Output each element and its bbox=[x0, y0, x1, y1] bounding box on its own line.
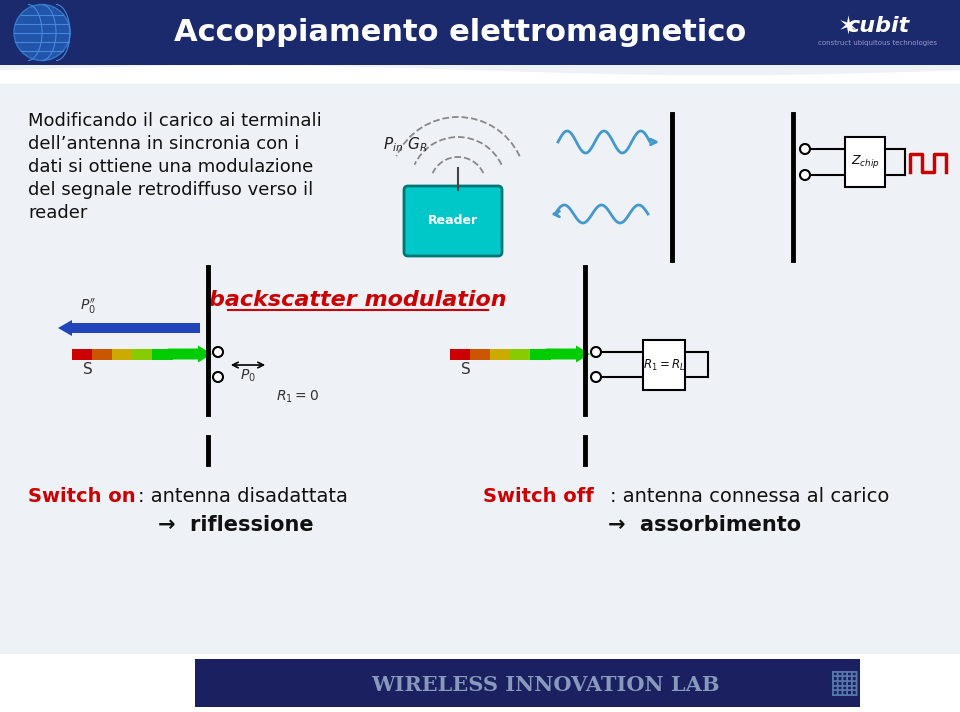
Text: : antenna connessa al carico: : antenna connessa al carico bbox=[610, 488, 889, 506]
FancyArrow shape bbox=[112, 348, 133, 360]
Circle shape bbox=[591, 347, 601, 357]
Circle shape bbox=[213, 347, 223, 357]
Text: $P_0''$: $P_0''$ bbox=[80, 296, 96, 315]
Text: S: S bbox=[461, 362, 470, 377]
FancyArrow shape bbox=[58, 320, 200, 336]
Text: : antenna disadattata: : antenna disadattata bbox=[138, 488, 348, 506]
Circle shape bbox=[591, 372, 601, 382]
Text: ✶: ✶ bbox=[837, 14, 858, 38]
FancyArrow shape bbox=[490, 348, 511, 360]
FancyArrow shape bbox=[92, 348, 113, 360]
Bar bbox=[195, 659, 860, 707]
Text: dell’antenna in sincronia con i: dell’antenna in sincronia con i bbox=[28, 135, 300, 153]
Text: Reader: Reader bbox=[428, 214, 478, 228]
Bar bbox=[0, 654, 960, 712]
Circle shape bbox=[800, 144, 810, 154]
FancyBboxPatch shape bbox=[404, 186, 502, 256]
FancyArrow shape bbox=[510, 348, 531, 360]
Text: del segnale retrodiffuso verso il: del segnale retrodiffuso verso il bbox=[28, 181, 313, 199]
Circle shape bbox=[213, 372, 223, 382]
FancyArrow shape bbox=[132, 348, 153, 360]
Text: Accoppiamento elettromagnetico: Accoppiamento elettromagnetico bbox=[174, 18, 746, 47]
Bar bbox=[845, 137, 885, 187]
FancyArrow shape bbox=[168, 345, 212, 362]
FancyArrow shape bbox=[546, 345, 590, 362]
Text: dati si ottiene una modulazione: dati si ottiene una modulazione bbox=[28, 158, 313, 176]
Bar bbox=[0, 0, 960, 65]
Text: cubit: cubit bbox=[847, 16, 910, 36]
Bar bbox=[643, 340, 685, 390]
Text: Modificando il carico ai terminali: Modificando il carico ai terminali bbox=[28, 112, 322, 130]
Text: Switch off: Switch off bbox=[483, 488, 593, 506]
Text: →  assorbimento: → assorbimento bbox=[608, 515, 802, 535]
Text: backscatter modulation: backscatter modulation bbox=[209, 290, 507, 310]
Text: $R_1=R_L$: $R_1=R_L$ bbox=[643, 357, 685, 372]
FancyArrow shape bbox=[530, 348, 551, 360]
Text: S: S bbox=[84, 362, 93, 377]
Text: $P_0$: $P_0$ bbox=[240, 368, 256, 384]
Circle shape bbox=[800, 170, 810, 180]
FancyArrow shape bbox=[470, 348, 491, 360]
Text: →  riflessione: → riflessione bbox=[158, 515, 314, 535]
Text: $P_{in}$ $G_R$: $P_{in}$ $G_R$ bbox=[383, 136, 427, 155]
Text: $Z_{chip}$: $Z_{chip}$ bbox=[851, 154, 879, 170]
Text: reader: reader bbox=[28, 204, 87, 222]
Text: WIRELESS INNOVATION LAB: WIRELESS INNOVATION LAB bbox=[371, 675, 719, 695]
Circle shape bbox=[14, 4, 70, 61]
Text: construct ubiquitous technologies: construct ubiquitous technologies bbox=[819, 39, 938, 46]
FancyArrow shape bbox=[450, 348, 471, 360]
FancyArrow shape bbox=[72, 348, 93, 360]
Text: Switch on: Switch on bbox=[28, 488, 135, 506]
Text: $R_1=0$: $R_1=0$ bbox=[276, 389, 320, 405]
FancyArrow shape bbox=[152, 348, 173, 360]
Text: ▦: ▦ bbox=[829, 666, 861, 699]
